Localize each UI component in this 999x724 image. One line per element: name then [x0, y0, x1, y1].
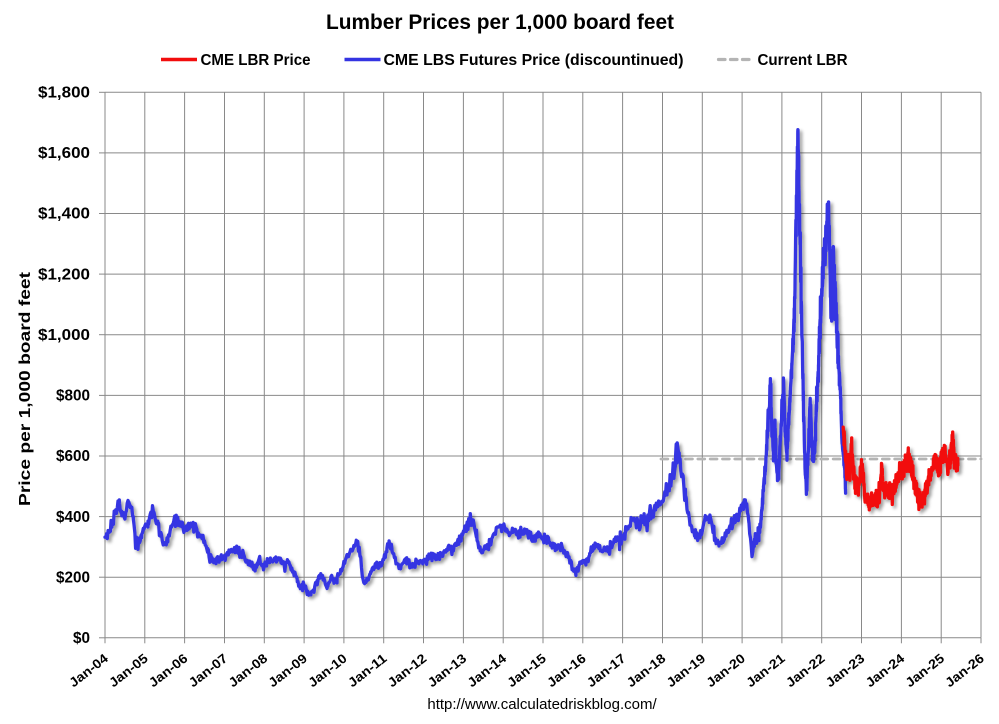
svg-text:Jan-08: Jan-08 [225, 651, 270, 691]
svg-text:Jan-11: Jan-11 [345, 651, 390, 691]
svg-text:Jan-21: Jan-21 [743, 651, 788, 691]
svg-text:Jan-12: Jan-12 [385, 651, 430, 691]
svg-text:$0: $0 [73, 630, 90, 647]
svg-text:Jan-06: Jan-06 [146, 651, 191, 691]
svg-text:$1,600: $1,600 [38, 145, 90, 162]
svg-text:$400: $400 [56, 509, 90, 526]
svg-text:http://www.calculatedriskblog.: http://www.calculatedriskblog.com/ [427, 696, 657, 713]
svg-text:Jan-26: Jan-26 [942, 651, 987, 691]
svg-text:Jan-19: Jan-19 [663, 651, 708, 691]
svg-text:Current LBR: Current LBR [758, 52, 848, 69]
svg-text:$1,000: $1,000 [38, 327, 90, 344]
svg-text:Jan-10: Jan-10 [305, 651, 350, 691]
svg-text:Jan-04: Jan-04 [66, 650, 111, 690]
svg-text:Jan-15: Jan-15 [504, 651, 549, 691]
svg-text:$200: $200 [56, 569, 90, 586]
svg-text:Jan-20: Jan-20 [703, 651, 748, 691]
svg-text:Jan-25: Jan-25 [902, 651, 947, 691]
svg-text:$1,200: $1,200 [38, 266, 90, 283]
svg-text:Jan-22: Jan-22 [783, 651, 828, 691]
svg-text:Jan-09: Jan-09 [265, 651, 310, 691]
svg-text:Jan-05: Jan-05 [106, 651, 151, 691]
svg-text:$1,400: $1,400 [38, 206, 90, 223]
svg-text:Jan-13: Jan-13 [425, 651, 470, 691]
svg-text:$800: $800 [56, 388, 90, 405]
svg-text:Jan-07: Jan-07 [186, 651, 231, 691]
svg-text:Jan-24: Jan-24 [863, 650, 908, 690]
svg-text:CME LBR Price: CME LBR Price [201, 52, 311, 69]
svg-text:Jan-23: Jan-23 [823, 651, 868, 691]
svg-text:CME LBS Futures Price (discoun: CME LBS Futures Price (discountinued) [384, 52, 684, 69]
svg-text:Lumber Prices per 1,000 board: Lumber Prices per 1,000 board feet [326, 11, 674, 34]
svg-text:Jan-17: Jan-17 [584, 651, 629, 691]
svg-text:Jan-18: Jan-18 [624, 651, 669, 691]
svg-text:$1,800: $1,800 [38, 85, 90, 102]
svg-text:Price per 1,000 board feet: Price per 1,000 board feet [17, 271, 34, 506]
svg-text:Jan-16: Jan-16 [544, 651, 589, 691]
svg-text:$600: $600 [56, 448, 90, 465]
svg-text:Jan-14: Jan-14 [464, 650, 509, 690]
